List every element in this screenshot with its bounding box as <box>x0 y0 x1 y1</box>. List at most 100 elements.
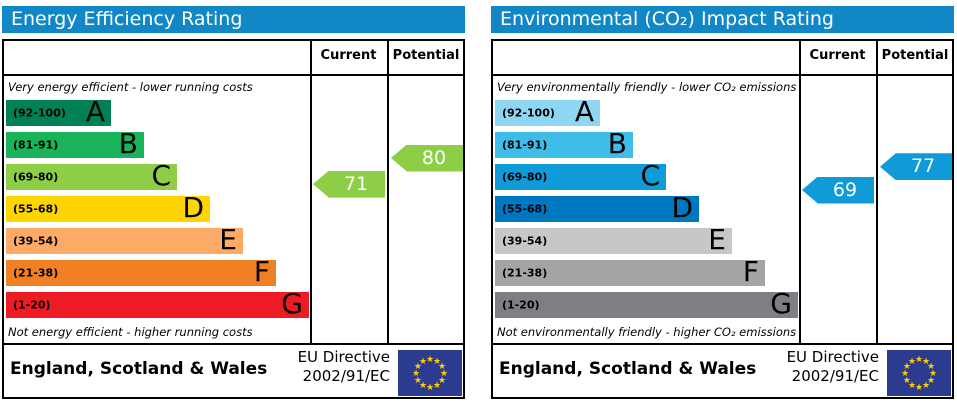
region-label: England, Scotland & Wales <box>10 359 268 379</box>
band-range-label: (39-54) <box>502 234 548 248</box>
svg-text:★: ★ <box>927 362 935 372</box>
current-rating-arrow: 69 <box>802 176 874 204</box>
band-letter: D <box>182 191 204 225</box>
band-range-label: (55-68) <box>502 202 548 216</box>
svg-text:★: ★ <box>419 357 427 367</box>
svg-text:★: ★ <box>414 376 422 386</box>
environmental-chart-frame <box>491 39 954 399</box>
band-range-label: (1-20) <box>13 298 51 312</box>
svg-text:★: ★ <box>903 376 911 386</box>
potential-column-header: Potential <box>392 48 460 63</box>
svg-text:★: ★ <box>922 381 930 391</box>
region-label: England, Scotland & Wales <box>499 359 757 379</box>
top-caption: Very environmentally friendly - lower CO… <box>497 80 797 94</box>
eu-directive-line2: 2002/91/EC <box>302 367 390 385</box>
environmental-impact-chart: Environmental (CO₂) Impact Rating Curren… <box>491 0 954 404</box>
svg-text:★: ★ <box>433 381 441 391</box>
footer-row-divider <box>491 343 954 345</box>
band-c: (69-80) C <box>6 159 177 193</box>
band-e: (39-54) E <box>495 223 732 257</box>
header-row-divider <box>491 74 954 76</box>
band-range-label: (69-80) <box>13 170 59 184</box>
band-letter: F <box>253 255 270 289</box>
svg-text:★: ★ <box>412 369 420 379</box>
eu-directive-line1: EU Directive <box>297 348 390 366</box>
band-range-label: (21-38) <box>13 266 59 280</box>
header-row-divider <box>2 74 465 76</box>
svg-text:★: ★ <box>927 376 935 386</box>
footer-row-divider <box>2 343 465 345</box>
svg-text:★: ★ <box>440 369 448 379</box>
band-b: (81-91) B <box>6 127 144 161</box>
svg-text:★: ★ <box>426 355 434 365</box>
band-range-label: (21-38) <box>502 266 548 280</box>
current-column-header: Current <box>320 48 377 63</box>
column-divider <box>310 39 312 345</box>
svg-text:★: ★ <box>908 381 916 391</box>
band-f: (21-38) F <box>6 255 276 289</box>
band-letter: G <box>281 287 303 321</box>
svg-text:★: ★ <box>929 369 937 379</box>
svg-text:★: ★ <box>433 357 441 367</box>
top-caption: Very energy efficient - lower running co… <box>8 80 253 94</box>
svg-text:★: ★ <box>438 362 446 372</box>
band-range-label: (1-20) <box>502 298 540 312</box>
svg-text:★: ★ <box>414 362 422 372</box>
band-range-label: (81-91) <box>13 138 59 152</box>
svg-text:★: ★ <box>426 383 434 393</box>
band-b: (81-91) B <box>495 127 633 161</box>
eu-directive-line2: 2002/91/EC <box>791 367 879 385</box>
eu-flag-icon: ★★★ ★★★ ★★★ ★★★ <box>398 350 462 396</box>
svg-text:★: ★ <box>903 362 911 372</box>
energy-efficiency-chart: Energy Efficiency Rating Current Potenti… <box>2 0 465 404</box>
band-letter: E <box>708 223 726 257</box>
bottom-caption: Not environmentally friendly - higher CO… <box>497 325 797 339</box>
band-range-label: (39-54) <box>13 234 59 248</box>
column-divider <box>387 39 389 345</box>
environmental-chart-title: Environmental (CO₂) Impact Rating <box>491 6 954 33</box>
potential-rating-arrow: 77 <box>880 153 952 181</box>
column-divider <box>876 39 878 345</box>
band-letter: E <box>219 223 237 257</box>
potential-rating-arrow: 80 <box>391 144 463 172</box>
band-range-label: (81-91) <box>502 138 548 152</box>
band-letter: C <box>151 159 171 193</box>
eu-flag-icon: ★★★ ★★★ ★★★ ★★★ <box>887 350 951 396</box>
band-letter: D <box>671 191 693 225</box>
band-letter: A <box>85 95 105 129</box>
band-letter: B <box>118 127 138 161</box>
svg-text:★: ★ <box>922 357 930 367</box>
band-a: (92-100) A <box>6 95 111 129</box>
current-column-header: Current <box>809 48 866 63</box>
svg-text:★: ★ <box>908 357 916 367</box>
band-g: (1-20) G <box>495 287 798 321</box>
band-c: (69-80) C <box>495 159 666 193</box>
eu-directive-label: EU Directive 2002/91/EC <box>298 348 390 386</box>
energy-chart-title: Energy Efficiency Rating <box>2 6 465 33</box>
svg-text:★: ★ <box>901 369 909 379</box>
band-range-label: (92-100) <box>502 106 555 120</box>
svg-text:★: ★ <box>915 383 923 393</box>
eu-directive-label: EU Directive 2002/91/EC <box>787 348 879 386</box>
bottom-caption: Not energy efficient - higher running co… <box>8 325 253 339</box>
band-e: (39-54) E <box>6 223 243 257</box>
band-letter: G <box>770 287 792 321</box>
band-d: (55-68) D <box>6 191 210 225</box>
svg-text:★: ★ <box>438 376 446 386</box>
svg-text:★: ★ <box>419 381 427 391</box>
band-range-label: (92-100) <box>13 106 66 120</box>
band-letter: F <box>742 255 759 289</box>
band-letter: C <box>640 159 660 193</box>
band-letter: B <box>607 127 627 161</box>
band-f: (21-38) F <box>495 255 765 289</box>
column-divider <box>799 39 801 345</box>
band-d: (55-68) D <box>495 191 699 225</box>
band-range-label: (55-68) <box>13 202 59 216</box>
eu-directive-line1: EU Directive <box>786 348 879 366</box>
band-range-label: (69-80) <box>502 170 548 184</box>
potential-column-header: Potential <box>881 48 949 63</box>
band-g: (1-20) G <box>6 287 309 321</box>
band-letter: A <box>574 95 594 129</box>
svg-text:★: ★ <box>915 355 923 365</box>
band-a: (92-100) A <box>495 95 600 129</box>
